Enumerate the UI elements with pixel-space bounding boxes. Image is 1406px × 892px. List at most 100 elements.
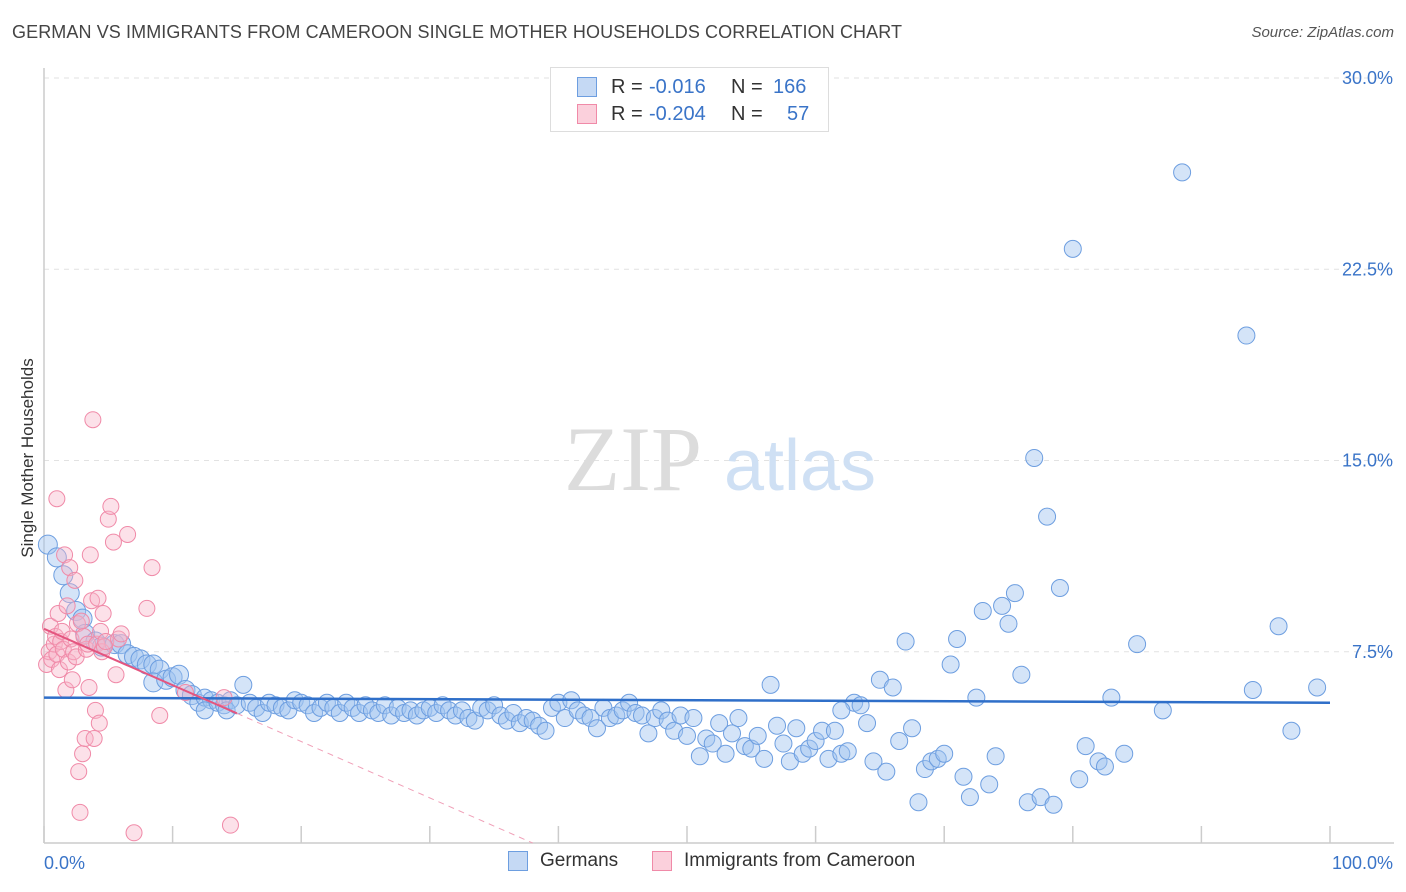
- germans-point: [169, 664, 190, 685]
- germans-point: [729, 709, 748, 728]
- germans-point: [620, 693, 639, 712]
- cameroon-point: [97, 633, 115, 651]
- cameroon-point: [72, 612, 90, 630]
- germans-point: [485, 696, 504, 715]
- legend-row-cameroon: R = -0.204 N = 57: [551, 100, 809, 128]
- cameroon-point: [99, 510, 117, 528]
- cameroon-point: [75, 627, 93, 645]
- germans-point: [1115, 744, 1134, 763]
- germans-point: [883, 678, 902, 697]
- germans-point: [690, 747, 709, 766]
- bottom-legend-cameroon: Immigrants from Cameroon: [652, 850, 915, 872]
- legend-swatch-cameroon: [577, 104, 597, 124]
- legend-swatch-germans: [577, 77, 597, 97]
- legend-n-label: N =: [731, 102, 763, 125]
- correlation-legend: R = -0.016 N = 166 R = -0.204 N = 57: [550, 67, 829, 132]
- cameroon-point: [65, 643, 83, 661]
- germans-point: [748, 726, 767, 745]
- germans-trend-line: [43, 696, 1331, 704]
- y-tick-label: 15.0%: [1342, 451, 1393, 471]
- germans-point: [825, 721, 844, 740]
- legend-r-label: R =: [611, 75, 643, 98]
- germans-point: [1063, 239, 1082, 258]
- germans-point: [1308, 678, 1327, 697]
- germans-point: [851, 696, 870, 715]
- y-tick-label: 22.5%: [1342, 259, 1393, 279]
- germans-point: [954, 767, 973, 786]
- cameroon-point: [110, 630, 128, 648]
- trend-lines: [43, 627, 1331, 844]
- germans-point: [903, 719, 922, 738]
- germans-point: [703, 734, 722, 753]
- germans-point: [684, 709, 703, 728]
- germans-point: [678, 726, 696, 745]
- germans-point: [877, 762, 896, 781]
- germans-point: [1070, 770, 1089, 789]
- cameroon-point: [61, 559, 79, 577]
- germans-point: [639, 724, 658, 743]
- legend-n-label: N =: [731, 75, 763, 98]
- legend-n-value: 57: [787, 102, 810, 125]
- germans-point: [1025, 448, 1044, 467]
- germans-point: [909, 793, 928, 812]
- gridlines: [44, 77, 1394, 653]
- germans-point: [800, 739, 819, 758]
- points: [37, 163, 1327, 842]
- legend-r-value: -0.204: [649, 102, 706, 125]
- germans-point: [967, 688, 986, 707]
- cameroon-point: [89, 589, 107, 607]
- cameroon-point: [85, 729, 103, 747]
- source-label: Source: ZipAtlas.com: [1251, 24, 1394, 41]
- axes: [43, 68, 1394, 844]
- chart-title: GERMAN VS IMMIGRANTS FROM CAMEROON SINGL…: [12, 22, 903, 42]
- germans-point: [986, 747, 1005, 766]
- germans-point: [838, 742, 857, 761]
- cameroon-point: [58, 597, 76, 615]
- germans-point: [973, 601, 992, 620]
- cameroon-point: [138, 599, 156, 617]
- cameroon-point: [66, 571, 84, 589]
- germans-point: [993, 596, 1012, 615]
- germans-point: [1038, 507, 1057, 526]
- cameroon-point: [221, 816, 239, 834]
- germans-point: [536, 721, 555, 740]
- cameroon-point: [143, 559, 161, 577]
- germans-point: [587, 719, 606, 738]
- germans-point: [1282, 721, 1301, 740]
- germans-point: [858, 714, 877, 733]
- cameroon-point: [70, 763, 88, 781]
- germans-point: [774, 734, 793, 753]
- bottom-legend-swatch-cameroon: [652, 851, 672, 871]
- germans-point: [1044, 795, 1063, 814]
- germans-point: [896, 632, 915, 651]
- y-tick-label: 7.5%: [1352, 642, 1393, 662]
- germans-point: [768, 716, 787, 735]
- germans-point: [1153, 701, 1172, 720]
- cameroon-point: [74, 745, 92, 763]
- cameroon-point: [81, 546, 99, 564]
- bottom-legend-label-cameroon: Immigrants from Cameroon: [684, 850, 916, 871]
- cameroon-point: [63, 671, 81, 689]
- cameroon-point: [107, 666, 125, 684]
- germans-point: [960, 788, 979, 807]
- germans-point: [761, 675, 780, 694]
- germans-point: [755, 749, 774, 768]
- legend-n-value: 166: [773, 75, 807, 98]
- germans-point: [941, 655, 960, 674]
- cameroon-point: [80, 678, 98, 696]
- cameroon-point: [86, 701, 104, 719]
- cameroon-trend-line: [43, 627, 238, 715]
- cameroon-point: [84, 411, 102, 429]
- cameroon-point: [112, 625, 130, 643]
- germans-point: [234, 675, 253, 694]
- germans-point: [723, 724, 742, 743]
- cameroon-point: [125, 824, 143, 842]
- germans-point: [1102, 688, 1121, 707]
- cameroon-point: [71, 803, 89, 821]
- germans-point: [832, 701, 851, 720]
- cameroon-point: [104, 533, 122, 551]
- x-tick-label: 0.0%: [44, 853, 85, 873]
- cameroon-point: [119, 525, 137, 543]
- bottom-legend-germans: Germans: [508, 850, 618, 872]
